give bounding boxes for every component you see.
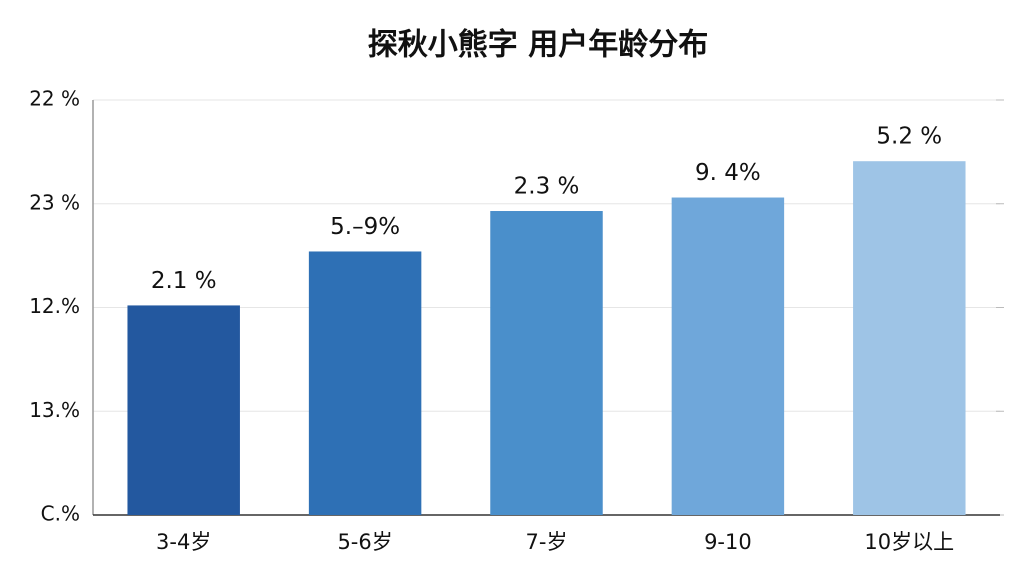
x-tick-label: 9-10 bbox=[704, 530, 752, 554]
x-tick-label: 10岁以上 bbox=[864, 530, 954, 554]
y-tick-label: 13.% bbox=[29, 398, 80, 422]
y-tick-label: 22 % bbox=[29, 87, 80, 111]
bar bbox=[127, 305, 240, 515]
chart-title: 探秋小熊字 用户年龄分布 bbox=[368, 28, 708, 63]
y-tick-label: 12.% bbox=[29, 294, 80, 318]
x-tick-label: 5-6岁 bbox=[337, 530, 392, 554]
x-tick-label: 3-4岁 bbox=[156, 530, 211, 554]
value-label: 5.–9% bbox=[330, 214, 400, 240]
x-tick-label: 7-岁 bbox=[526, 530, 568, 554]
value-label: 2.3 % bbox=[514, 174, 580, 200]
bar bbox=[490, 211, 603, 515]
y-tick-label: C.% bbox=[41, 502, 80, 526]
bar bbox=[308, 251, 422, 515]
y-tick-label: 23 % bbox=[29, 190, 80, 214]
value-label: 9. 4% bbox=[695, 160, 761, 186]
bar bbox=[671, 197, 785, 515]
value-label: 5.2 % bbox=[876, 124, 942, 150]
bar bbox=[853, 161, 966, 515]
value-label: 2.1 % bbox=[151, 268, 217, 294]
